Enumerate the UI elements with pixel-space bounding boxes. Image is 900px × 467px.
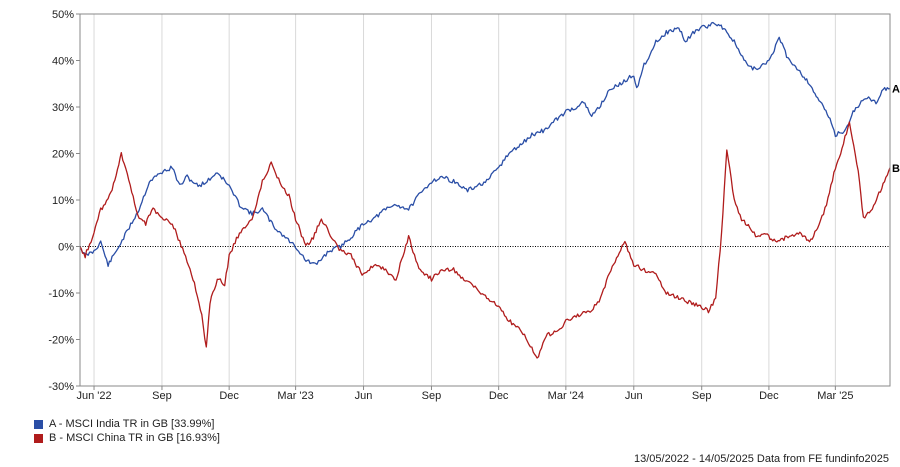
y-tick-label: 50% xyxy=(52,9,74,21)
x-tick-label: Jun '22 xyxy=(76,390,111,402)
series-line-B xyxy=(79,121,891,359)
x-tick-label: Mar '23 xyxy=(277,390,313,402)
y-tick-label: 10% xyxy=(52,195,74,207)
legend-label-china: B - MSCI China TR in GB [16.93%] xyxy=(49,432,220,444)
grid-lines xyxy=(93,14,836,386)
y-tick-label: 40% xyxy=(52,56,74,68)
y-tick-label: -10% xyxy=(48,288,74,300)
series-end-labels: AB xyxy=(892,83,900,174)
series-end-label-A: A xyxy=(892,83,900,95)
x-tick-label: Mar '25 xyxy=(817,390,853,402)
x-tick-label: Sep xyxy=(152,390,172,402)
y-tick-label: -30% xyxy=(48,381,74,393)
y-axis-ticks: 50% 40% 30% 20% 10% 0% -10% -20% -30% xyxy=(48,9,80,393)
source-note: 13/05/2022 - 14/05/2025 Data from FE fun… xyxy=(633,453,889,465)
x-tick-label: Mar '24 xyxy=(548,390,584,402)
y-tick-label: 20% xyxy=(52,149,74,161)
legend-label-india: A - MSCI India TR in GB [33.99%] xyxy=(49,418,215,430)
series-lines xyxy=(79,21,891,359)
legend-item-china: B - MSCI China TR in GB [16.93%] xyxy=(34,431,220,445)
y-tick-label: 0% xyxy=(58,242,74,254)
legend-swatch-india xyxy=(34,419,43,429)
x-axis-ticks: Jun '22 Sep Dec Mar '23 Jun Sep Dec Mar '24 Jun S… xyxy=(76,386,854,402)
legend: A - MSCI India TR in GB [33.99%] B - MSC… xyxy=(34,417,220,445)
x-tick-label: Jun xyxy=(625,390,643,402)
legend-item-india: A - MSCI India TR in GB [33.99%] xyxy=(34,417,220,431)
series-line-A xyxy=(79,21,891,268)
y-tick-label: -20% xyxy=(48,335,74,347)
x-tick-label: Dec xyxy=(219,390,239,402)
x-tick-label: Sep xyxy=(692,390,712,402)
series-end-label-B: B xyxy=(892,163,900,175)
x-tick-label: Dec xyxy=(489,390,509,402)
x-tick-label: Dec xyxy=(759,390,779,402)
x-tick-label: Jun xyxy=(355,390,373,402)
y-tick-label: 30% xyxy=(52,102,74,114)
x-tick-label: Sep xyxy=(422,390,442,402)
legend-swatch-china xyxy=(34,433,43,443)
